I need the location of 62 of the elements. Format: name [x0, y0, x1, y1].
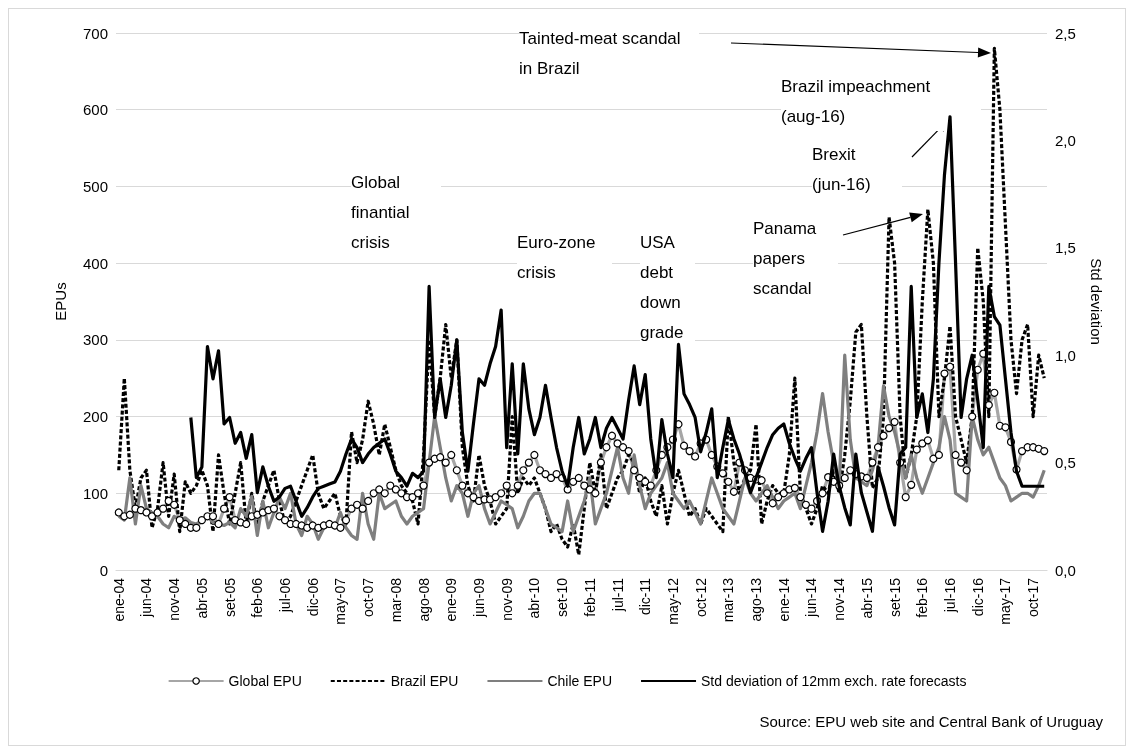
annotation: Global finantial crisis — [351, 172, 415, 252]
x-tick-label: mar-08 — [387, 577, 404, 623]
y-tick-label: 500 — [82, 177, 108, 195]
x-tick-label: jul-06 — [277, 577, 294, 614]
legend-label: Chile EPU — [547, 673, 613, 689]
x-tick-label: dic-16 — [969, 577, 986, 617]
y-tick-label: 0 — [99, 561, 108, 579]
x-tick-label: dic-11 — [637, 577, 654, 616]
x-tick-label: ene-14 — [775, 577, 792, 622]
x-tick-label: may-07 — [332, 577, 349, 625]
x-tick-label: ago-13 — [748, 577, 765, 622]
x-tick-label: oct-17 — [1025, 577, 1042, 617]
annotation: Brexit (jun-16) — [812, 144, 871, 194]
x-tick-label: nov-04 — [166, 577, 183, 621]
y2-tick-label: 2,5 — [1055, 24, 1076, 42]
y2-tick-label: 1,0 — [1055, 346, 1076, 364]
annotation: Panama papers scandal — [753, 218, 822, 298]
annotation: Brazil impeachment (aug-16) — [781, 76, 936, 126]
y2-tick-label: 0,0 — [1055, 561, 1076, 579]
x-tick-label: ago-08 — [415, 577, 432, 622]
x-tick-label: abr-05 — [193, 577, 210, 619]
y2-axis-title: Std deviation — [1088, 258, 1105, 345]
x-tick-label: nov-09 — [498, 577, 515, 621]
y-tick-label: 600 — [82, 101, 108, 119]
x-tick-label: abr-15 — [858, 577, 875, 619]
y2-tick-label: 0,5 — [1055, 454, 1076, 472]
x-tick-label: mar-13 — [720, 577, 737, 623]
y-tick-label: 700 — [82, 24, 108, 42]
legend-label: Brazil EPU — [390, 673, 459, 689]
x-tick-label: nov-14 — [831, 577, 848, 621]
x-tick-label: oct-07 — [360, 577, 377, 617]
x-tick-label: jul-16 — [942, 577, 959, 614]
x-tick-label: jun-09 — [470, 577, 487, 618]
x-tick-label: jun-14 — [803, 577, 820, 618]
annotation: Tainted-meat scandal in Brazil — [519, 28, 686, 78]
y-tick-label: 300 — [82, 331, 108, 349]
annotation: Euro-zone crisis — [517, 232, 601, 282]
x-tick-label: feb-11 — [581, 577, 598, 617]
y-axis-title: EPUs — [52, 282, 69, 321]
y2-tick-label: 2,0 — [1055, 131, 1076, 149]
y-tick-label: 400 — [82, 254, 108, 272]
x-tick-label: oct-12 — [692, 577, 709, 617]
source-note: Source: EPU web site and Central Bank of Uruguay — [759, 713, 1104, 730]
x-tick-label: feb-16 — [914, 577, 931, 618]
x-tick-label: abr-10 — [526, 577, 543, 619]
legend-label: Std deviation of 12mm exch. rate forecasts — [701, 673, 967, 689]
x-tick-label: set-15 — [886, 577, 903, 617]
annotation: USA debt down grade — [640, 232, 686, 342]
x-tick-label: feb-06 — [249, 577, 266, 618]
x-tick-label: may-12 — [664, 577, 681, 625]
x-tick-label: ene-09 — [443, 577, 460, 622]
x-tick-label: jul-11 — [609, 577, 626, 613]
y-tick-label: 100 — [82, 484, 108, 502]
x-tick-label: set-05 — [221, 577, 238, 617]
x-tick-label: set-10 — [554, 577, 571, 617]
x-tick-label: ene-04 — [110, 577, 127, 622]
y2-tick-label: 1,5 — [1055, 239, 1076, 257]
x-tick-label: dic-06 — [304, 577, 321, 617]
x-tick-label: may-17 — [997, 577, 1014, 625]
y-tick-label: 200 — [82, 408, 108, 426]
legend-label: Global EPU — [228, 673, 302, 689]
x-tick-label: jun-04 — [138, 577, 155, 618]
